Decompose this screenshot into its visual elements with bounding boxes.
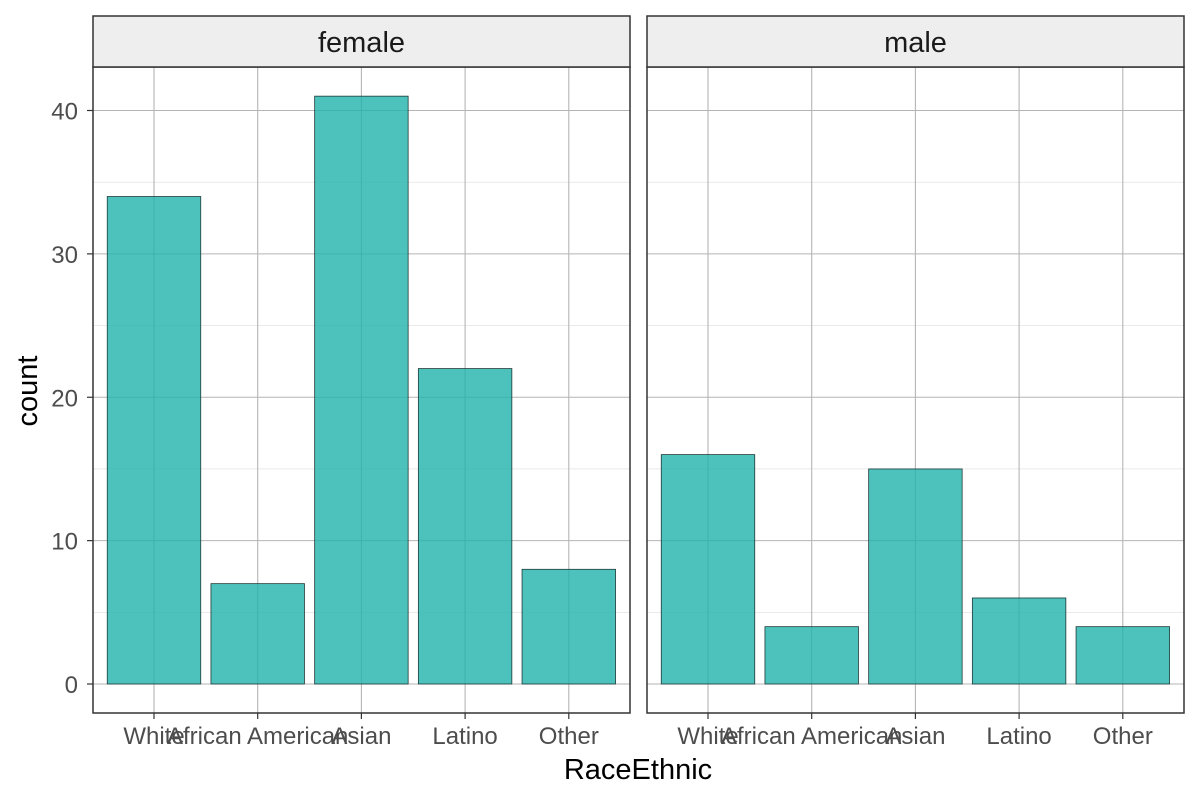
x-tick-label: White [677,723,738,750]
facet-strip-label: female [318,27,405,59]
y-tick-label: 0 [65,672,78,699]
bar-male-latino [971,597,1067,685]
y-tick-label: 20 [51,385,78,412]
y-tick-label: 40 [51,99,78,126]
facet-strip [646,15,1185,68]
x-tick-label: Latino [986,723,1051,750]
x-tick-label: African American [167,723,348,750]
facet-strip [92,15,631,68]
bar-male-asian [868,468,963,685]
y-axis-title: count [12,356,44,427]
facet-strip-label: male [884,27,947,59]
x-tick-label: Asian [331,723,391,750]
bar-female-other [521,568,616,685]
x-tick-label: Other [539,723,599,750]
x-tick-label: White [123,723,184,750]
x-tick-label: Other [1093,723,1153,750]
bar-female-asian [314,95,409,685]
bar-male-other [1075,626,1170,685]
y-tick-label: 10 [51,529,78,556]
bar-female-latino [417,368,513,685]
bar-male-african-american [764,626,859,685]
bar-male-white [660,454,756,685]
x-tick-label: African American [721,723,902,750]
x-tick-label: Latino [432,723,497,750]
bar-female-african-american [210,583,305,685]
x-axis-title: RaceEthnic [564,754,712,786]
y-tick-label: 30 [51,242,78,269]
bar-female-white [106,196,202,685]
x-tick-label: Asian [885,723,945,750]
